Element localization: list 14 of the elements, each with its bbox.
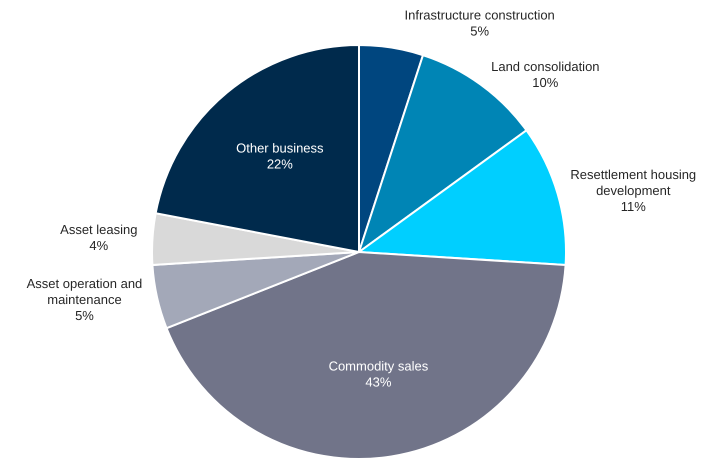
data-label: 22% — [266, 156, 294, 172]
data-label: 10% — [532, 74, 559, 90]
slice-label: Commodity sales — [328, 358, 429, 374]
slice-label: Asset operation and maintenance — [26, 276, 142, 307]
slice-label: Other business — [236, 140, 324, 156]
data-label: 5% — [75, 308, 94, 323]
data-label: 4% — [89, 238, 109, 254]
slice-label: Resettlement housing development — [570, 166, 696, 198]
data-label: 5% — [470, 24, 490, 39]
data-label: 43% — [365, 374, 392, 390]
data-label: 11% — [620, 198, 646, 214]
slice-label: Asset leasing — [60, 222, 138, 238]
slice-label: Land consolidation — [491, 58, 600, 74]
slice-label: Infrastructure construction — [404, 8, 555, 23]
